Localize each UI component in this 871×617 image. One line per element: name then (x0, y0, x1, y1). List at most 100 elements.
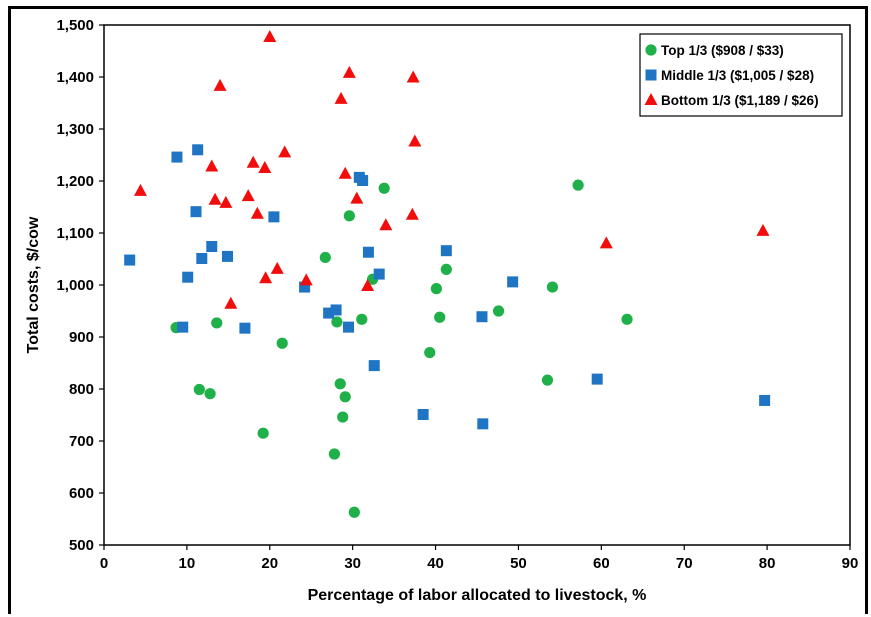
data-point-bottom-third (342, 65, 356, 78)
data-point-top-third (193, 383, 205, 396)
x-tick-label: 30 (344, 555, 361, 572)
data-point-middle-third (171, 151, 183, 163)
data-point-top-third (621, 313, 633, 325)
data-point-middle-third (373, 268, 385, 280)
data-point-bottom-third (258, 161, 272, 173)
data-points (124, 29, 771, 518)
data-point-bottom-third (259, 271, 273, 284)
legend-marker-bottom-third (644, 93, 658, 105)
data-point-top-third (348, 506, 360, 518)
y-tick-label: 1,300 (56, 121, 94, 138)
data-point-middle-third (177, 321, 189, 333)
y-tick-label: 1,200 (56, 173, 94, 190)
data-point-top-third (356, 313, 368, 325)
y-tick-label: 700 (69, 433, 94, 450)
x-tick-label: 0 (100, 555, 108, 572)
data-point-bottom-third (133, 183, 147, 196)
data-point-bottom-third (219, 195, 233, 208)
y-tick-label: 1,100 (56, 225, 94, 242)
data-point-middle-third (124, 254, 136, 266)
data-point-middle-third (591, 373, 603, 385)
y-tick-label: 1,500 (56, 17, 94, 34)
data-point-middle-third (440, 245, 452, 257)
data-point-bottom-third (213, 78, 227, 91)
legend-label-middle-third: Middle 1/3 ($1,005 / $28) (661, 68, 814, 83)
data-point-bottom-third (246, 155, 260, 168)
data-point-bottom-third (241, 189, 255, 202)
data-point-bottom-third (405, 207, 419, 220)
data-point-top-third (211, 317, 223, 329)
x-tick-label: 60 (593, 555, 610, 572)
data-point-middle-third (476, 311, 488, 323)
data-point-top-third (334, 378, 346, 390)
data-point-bottom-third (350, 191, 364, 204)
data-point-middle-third (190, 206, 202, 218)
data-point-middle-third (368, 360, 380, 372)
data-point-top-third (337, 411, 349, 423)
data-point-middle-third (206, 241, 218, 253)
data-point-bottom-third (599, 236, 613, 249)
legend-label-top-third: Top 1/3 ($908 / $33) (661, 43, 784, 58)
legend-item-middle-third: Middle 1/3 ($1,005 / $28) (645, 68, 814, 83)
y-tick-label: 1,000 (56, 277, 94, 294)
data-point-top-third (546, 281, 559, 293)
x-tick-label: 70 (676, 555, 693, 572)
data-point-middle-third (507, 276, 519, 288)
data-point-bottom-third (263, 29, 277, 42)
x-axis-title: Percentage of labor allocated to livesto… (308, 587, 647, 604)
data-point-top-third (204, 388, 216, 400)
data-point-bottom-third (406, 70, 420, 83)
data-point-top-third (424, 347, 436, 359)
data-point-middle-third (196, 252, 208, 264)
data-point-top-third (339, 391, 351, 403)
legend-item-bottom-third: Bottom 1/3 ($1,189 / $26) (644, 93, 819, 108)
y-tick-label: 1,400 (56, 69, 94, 86)
x-tick-label: 20 (261, 555, 278, 572)
data-point-bottom-third (205, 159, 219, 172)
y-axis: 500 600 700 800 900 1,000 1,100 1,200 1,300 1,400… (56, 17, 104, 554)
data-point-middle-third (222, 250, 234, 262)
data-point-top-third (541, 374, 554, 386)
data-point-bottom-third (224, 296, 238, 309)
data-point-bottom-third (379, 218, 393, 231)
data-point-top-third (331, 316, 343, 328)
data-point-middle-third (362, 246, 374, 258)
legend: Top 1/3 ($908 / $33) Middle 1/3 ($1,005 /… (639, 33, 843, 117)
data-point-bottom-third (208, 192, 222, 205)
data-point-middle-third (268, 211, 280, 223)
data-point-middle-third (323, 307, 335, 319)
y-tick-label: 600 (69, 485, 94, 502)
legend-marker-middle-third (645, 69, 657, 81)
data-point-bottom-third (334, 91, 348, 104)
data-point-top-third (572, 179, 584, 191)
x-tick-label: 10 (179, 555, 196, 572)
data-point-middle-third (417, 408, 429, 420)
data-point-middle-third (182, 271, 194, 283)
data-point-bottom-third (299, 273, 313, 286)
data-point-middle-third (477, 418, 489, 430)
legend-item-top-third: Top 1/3 ($908 / $33) (645, 43, 784, 58)
data-point-middle-third (239, 322, 251, 334)
data-point-top-third (378, 182, 390, 194)
legend-label-bottom-third: Bottom 1/3 ($1,189 / $26) (661, 93, 819, 108)
data-point-middle-third (759, 394, 771, 406)
data-point-top-third (257, 427, 269, 439)
legend-marker-top-third (645, 44, 657, 56)
data-point-top-third (343, 210, 355, 222)
data-point-top-third (328, 448, 341, 460)
legend-box (639, 33, 843, 117)
data-point-middle-third (192, 144, 204, 156)
data-point-bottom-third (338, 166, 352, 179)
data-point-top-third (276, 337, 288, 349)
data-point-middle-third (299, 281, 311, 293)
data-point-top-third (430, 283, 442, 295)
y-tick-label: 800 (69, 381, 94, 398)
data-point-bottom-third (408, 134, 422, 147)
y-tick-label: 900 (69, 329, 94, 346)
x-tick-label: 80 (759, 555, 776, 572)
data-point-bottom-third (756, 223, 770, 236)
data-point-middle-third (330, 304, 342, 316)
x-tick-label: 50 (510, 555, 527, 572)
data-point-middle-third (343, 321, 355, 333)
